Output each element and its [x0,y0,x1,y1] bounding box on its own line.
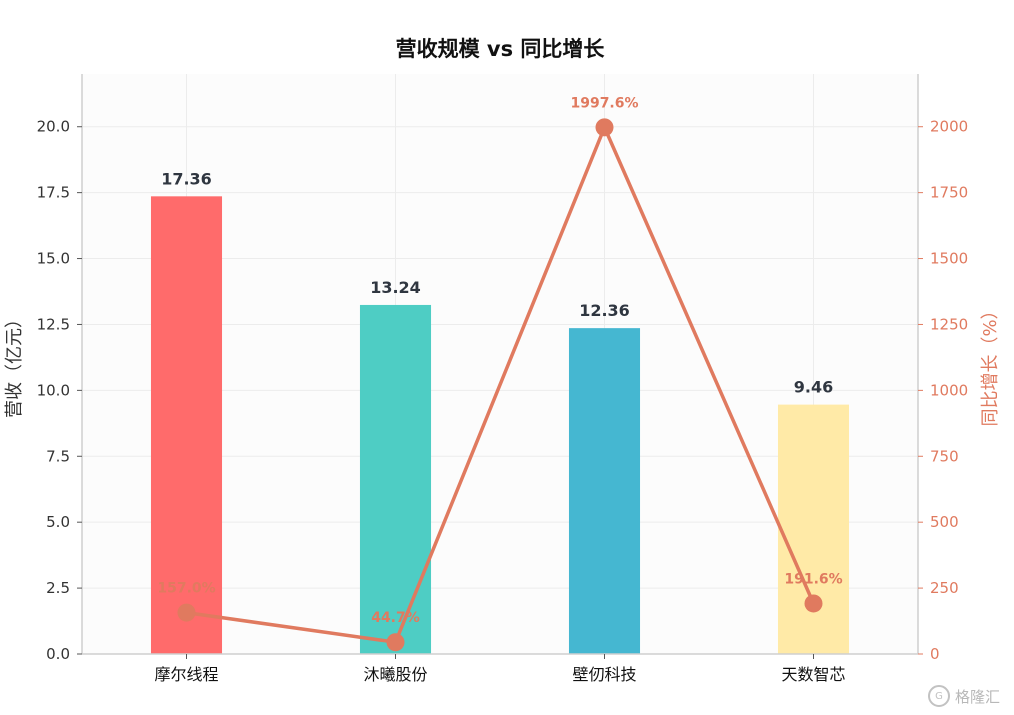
left-axis-ticks: 0.0 2.5 5.0 7.5 10.0 12.5 15.0 17.5 20.0 [37,118,82,663]
y-tick-label: 5.0 [46,513,70,531]
y-right-tick-label: 250 [930,579,959,597]
growth-value-label: 191.6% [784,571,842,587]
growth-value-label: 1997.6% [570,95,638,111]
bars [150,196,850,654]
category-label: 沐曦股份 [363,665,427,684]
y-right-tick-label: 1000 [930,381,968,399]
bar [777,404,850,654]
y-tick-label: 15.0 [37,250,70,268]
watermark-logo-icon: G [927,685,950,707]
category-label: 摩尔线程 [154,665,218,684]
growth-line: 157.0% 44.7% 1997.6% 191.6% [157,95,843,652]
y-right-tick-label: 2000 [930,118,968,136]
y-tick-label: 17.5 [37,184,70,202]
y-right-tick-label: 1500 [930,250,968,268]
right-axis-ticks: 0 250 500 750 1000 1250 1500 1750 2000 [918,118,968,663]
y-tick-label: 10.0 [37,381,70,399]
chart-title: 营收规模 vs 同比增长 [396,37,606,61]
bar-value-label: 17.36 [161,169,212,188]
watermark-text: 格隆汇 [954,687,1000,706]
y-right-tick-label: 750 [930,447,959,465]
bar [150,196,223,654]
y-tick-label: 7.5 [46,447,70,465]
y-tick-label: 0.0 [46,645,70,663]
growth-line-path [186,125,816,644]
growth-point [595,118,614,137]
growth-point [386,633,405,652]
y-right-tick-label: 500 [930,513,959,531]
axes [81,74,919,655]
bar-value-labels: 17.36 13.24 12.36 9.46 [161,169,833,396]
growth-point [804,594,823,613]
category-labels: 摩尔线程 沐曦股份 壁仞科技 天数智芯 [154,654,846,684]
bar [568,328,641,654]
y-tick-label: 20.0 [37,118,70,136]
y-axis-label: 营收（亿元） [4,310,25,418]
y-tick-label: 12.5 [37,315,70,333]
y-right-tick-label: 1250 [930,315,968,333]
bar-value-label: 12.36 [579,301,630,320]
growth-value-label: 44.7% [371,610,420,626]
bar-value-label: 9.46 [794,378,833,397]
bar [359,304,432,654]
y-right-tick-label: 0 [930,645,940,663]
y-tick-label: 2.5 [46,579,70,597]
category-label: 天数智芯 [781,665,845,684]
category-label: 壁仞科技 [572,665,636,684]
y-right-tick-label: 1750 [930,184,968,202]
growth-point [177,603,196,622]
bar-value-label: 13.24 [370,278,421,297]
watermark: G 格隆汇 [927,685,1000,707]
growth-value-label: 157.0% [157,581,215,597]
y-axis-right-label: 同比增长（%） [980,301,1001,426]
